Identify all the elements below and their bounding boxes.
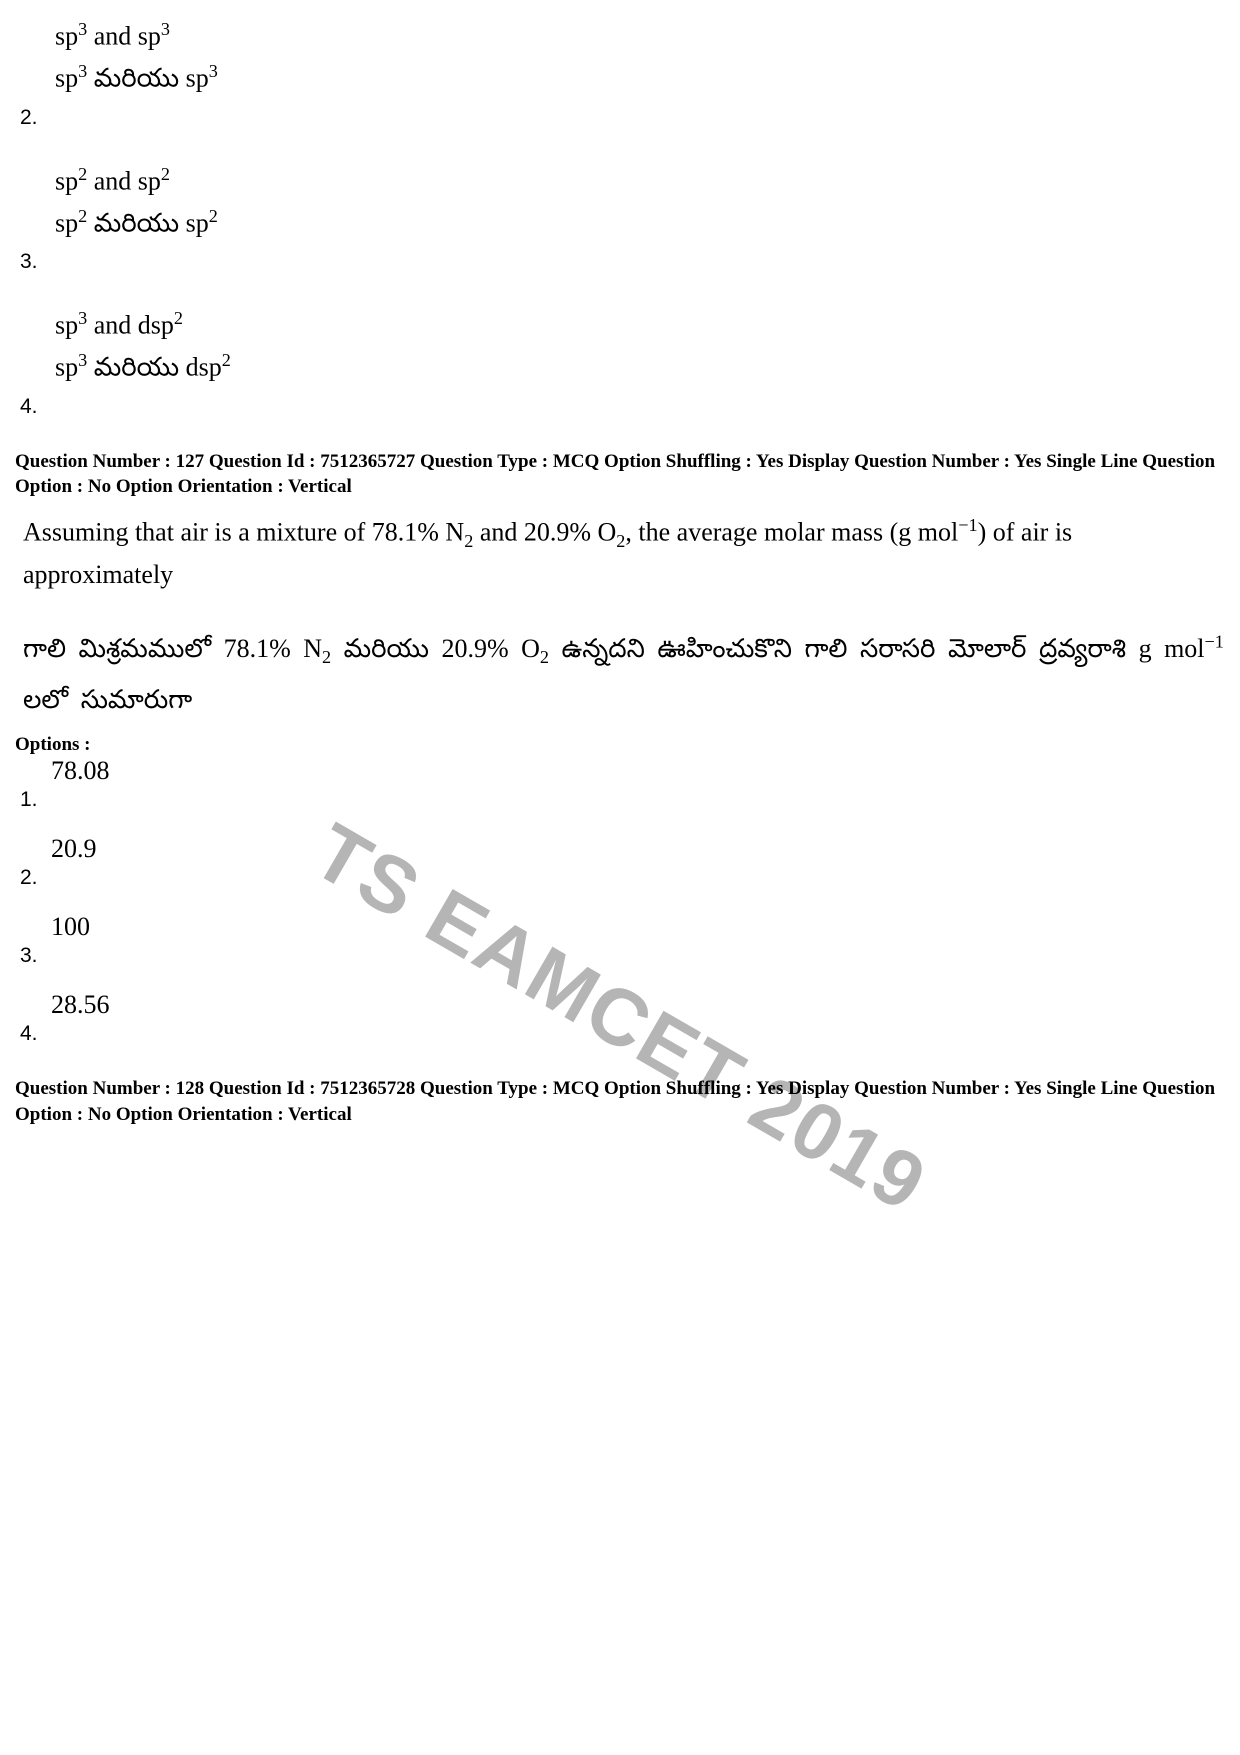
options-label: Options : [15,734,1225,756]
option-number: 1. [20,788,1225,812]
q127-option-3: 100 3. [15,912,1225,968]
q127-option-1: 78.08 1. [15,756,1225,812]
option-number: 2. [20,866,1225,890]
option-number: 3. [20,250,1225,274]
option-text-en: sp3 and sp3 [55,15,1225,57]
prev-option-4: sp3 and dsp2 sp3 మరియు dsp2 4. [15,304,1225,419]
prev-option-2: sp3 and sp3 sp3 మరియు sp3 2. [15,15,1225,130]
option-value: 78.08 [51,756,1225,786]
page-content: sp3 and sp3 sp3 మరియు sp3 2. sp2 and sp2… [15,15,1225,1127]
option-value: 100 [51,912,1225,942]
question-128-meta: Question Number : 128 Question Id : 7512… [15,1076,1225,1127]
option-text-en: sp3 and dsp2 [55,304,1225,346]
q127-option-4: 28.56 4. [15,990,1225,1046]
prev-option-3: sp2 and sp2 sp2 మరియు sp2 3. [15,160,1225,275]
question-127-english: Assuming that air is a mixture of 78.1% … [23,512,1225,594]
option-number: 2. [20,106,1225,130]
question-127-meta: Question Number : 127 Question Id : 7512… [15,449,1225,500]
option-number: 4. [20,395,1225,419]
option-value: 20.9 [51,834,1225,864]
option-number: 4. [20,1022,1225,1046]
option-number: 3. [20,944,1225,968]
option-value: 28.56 [51,990,1225,1020]
question-127-telugu: గాలి మిశ్రమములో 78.1% N2 మరియు 20.9% O2 … [23,624,1225,724]
option-text-en: sp2 and sp2 [55,160,1225,202]
option-text-te: sp3 మరియు sp3 [55,57,1225,99]
option-text-te: sp2 మరియు sp2 [55,202,1225,244]
option-text-te: sp3 మరియు dsp2 [55,346,1225,388]
q127-option-2: 20.9 2. [15,834,1225,890]
